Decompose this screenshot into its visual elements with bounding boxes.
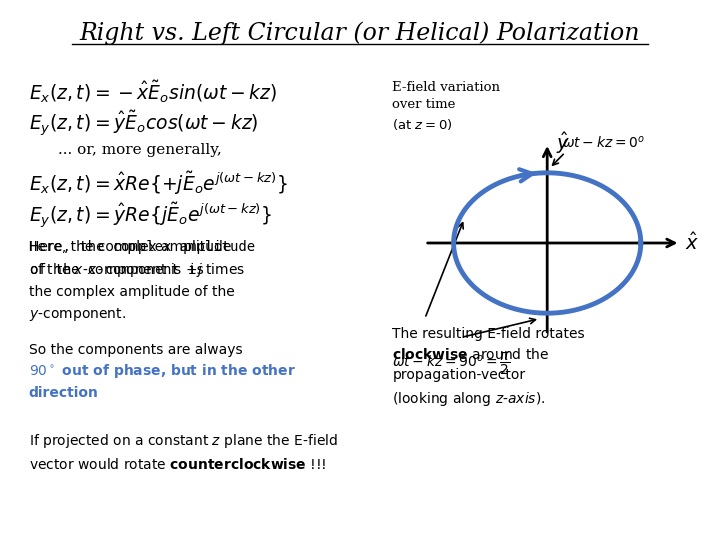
Text: So the components are always: So the components are always	[29, 343, 243, 357]
Text: If projected on a constant $z$ plane the E-field
vector would rotate $\mathbf{co: If projected on a constant $z$ plane the…	[29, 432, 338, 471]
Text: $E_y(z,t) = \hat{y}Re\{j\tilde{E}_o e^{j(\omega t-kz)}\}$: $E_y(z,t) = \hat{y}Re\{j\tilde{E}_o e^{j…	[29, 201, 272, 231]
Text: ... or, more generally,: ... or, more generally,	[58, 143, 221, 157]
Text: Right vs. Left Circular (or Helical) Polarization: Right vs. Left Circular (or Helical) Pol…	[80, 22, 640, 45]
Text: Here, the complex amplitude
of the $x$-component is $+j$ times
the complex ampli: Here, the complex amplitude of the $x$-c…	[29, 240, 245, 323]
Text: The resulting E-field rotates
$\mathbf{clockwise}$ around the
propagation-vector: The resulting E-field rotates $\mathbf{c…	[392, 327, 585, 408]
Text: $\omega t - kz = 90^o = \dfrac{\pi}{2}$: $\omega t - kz = 90^o = \dfrac{\pi}{2}$	[392, 351, 510, 377]
Text: Here, the complex amplitude
of the $x$-component is: Here, the complex amplitude of the $x$-c…	[29, 240, 255, 279]
Text: $E_x(z,t) = -\hat{x}\tilde{E}_o sin(\omega t - kz)$: $E_x(z,t) = -\hat{x}\tilde{E}_o sin(\ome…	[29, 78, 276, 105]
Text: E-field variation
over time
$(\mathrm{at}\ z=0)$: E-field variation over time $(\mathrm{at…	[392, 81, 500, 132]
Text: $E_y(z,t) = \hat{y}\tilde{E}_o cos(\omega t - kz)$: $E_y(z,t) = \hat{y}\tilde{E}_o cos(\omeg…	[29, 108, 258, 138]
Text: $\hat{x}$: $\hat{x}$	[685, 232, 700, 254]
Text: $90^\circ$ out of phase, but in the other
direction: $90^\circ$ out of phase, but in the othe…	[29, 362, 296, 400]
Text: $\omega t - kz = 0^o$: $\omega t - kz = 0^o$	[562, 135, 644, 151]
Text: $\hat{y}$: $\hat{y}$	[556, 130, 570, 156]
Text: $\it{E}_x(z,t) = \hat{x}Re\{+j\tilde{E}_o e^{j(\omega t-kz)}\}$: $\it{E}_x(z,t) = \hat{x}Re\{+j\tilde{E}_…	[29, 170, 288, 197]
